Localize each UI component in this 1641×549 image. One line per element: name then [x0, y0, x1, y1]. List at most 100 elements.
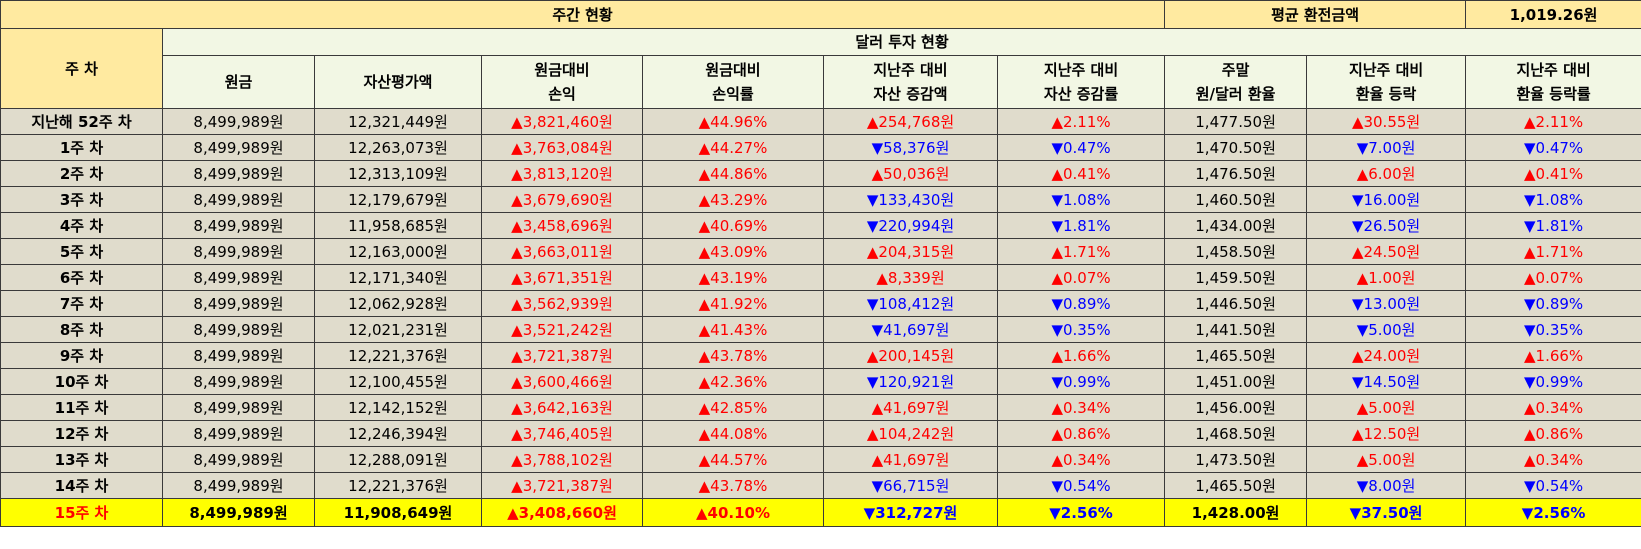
column-header-fx-chg-rate: 지난주 대비 환율 등락률 — [1465, 55, 1641, 109]
asset-change-rate-cell: ▼0.99% — [996, 368, 1166, 395]
exchange-rate-cell: 1,456.00원 — [1164, 394, 1308, 421]
profit-loss-rate-cell: ▲40.10% — [642, 498, 824, 527]
column-header-asset-chg-rate: 지난주 대비 자산 증감률 — [996, 55, 1166, 109]
profit-loss-cell: ▲3,813,120원 — [481, 160, 643, 187]
profit-loss-cell: ▲3,679,690원 — [481, 186, 643, 213]
column-header-asset: 자산평가액 — [314, 55, 482, 109]
exchange-rate-change-cell: ▼13.00원 — [1306, 290, 1467, 317]
profit-loss-cell: ▲3,671,351원 — [481, 264, 643, 291]
asset-change-rate-cell: ▼1.81% — [996, 212, 1166, 239]
column-header-line: 원금대비 — [534, 61, 590, 79]
profit-loss-cell: ▲3,788,102원 — [481, 446, 643, 473]
profit-loss-cell: ▲3,521,242원 — [481, 316, 643, 343]
exchange-rate-change-rate-cell: ▼1.81% — [1465, 212, 1641, 239]
exchange-rate-change-rate-cell: ▲1.71% — [1465, 238, 1641, 265]
asset-value-cell: 12,221,376원 — [314, 342, 482, 369]
column-header-line: 손익 — [548, 85, 576, 103]
principal-cell: 8,499,989원 — [162, 186, 315, 213]
asset-change-cell: ▼58,376원 — [823, 134, 998, 161]
principal-cell: 8,499,989원 — [162, 290, 315, 317]
asset-change-rate-cell: ▼0.35% — [996, 316, 1166, 343]
exchange-rate-cell: 1,465.50원 — [1164, 472, 1308, 499]
profit-loss-rate-cell: ▲42.36% — [642, 368, 824, 395]
asset-change-rate-cell: ▼0.47% — [996, 134, 1166, 161]
exchange-rate-change-cell: ▲6.00원 — [1306, 160, 1467, 187]
principal-cell: 8,499,989원 — [162, 394, 315, 421]
table-row: 9주 차 8,499,989원 12,221,376원 ▲3,721,387원 ▲43.… — [0, 342, 1641, 369]
exchange-rate-cell: 1,465.50원 — [1164, 342, 1308, 369]
principal-cell: 8,499,989원 — [162, 420, 315, 447]
exchange-rate-change-cell: ▲5.00원 — [1306, 446, 1467, 473]
week-cell: 3주 차 — [0, 186, 163, 213]
principal-cell: 8,499,989원 — [162, 342, 315, 369]
asset-change-rate-cell: ▲1.66% — [996, 342, 1166, 369]
exchange-rate-change-rate-cell: ▲1.66% — [1465, 342, 1641, 369]
profit-loss-cell: ▲3,408,660원 — [481, 498, 643, 527]
asset-value-cell: 12,288,091원 — [314, 446, 482, 473]
table-row-current-week: 15주 차 8,499,989원 11,908,649원 ▲3,408,660원 ▲40… — [0, 498, 1641, 527]
asset-change-cell: ▲200,145원 — [823, 342, 998, 369]
table-row: 3주 차 8,499,989원 12,179,679원 ▲3,679,690원 ▲43.… — [0, 186, 1641, 213]
week-cell: 13주 차 — [0, 446, 163, 473]
exchange-rate-cell: 1,458.50원 — [1164, 238, 1308, 265]
asset-change-cell: ▲104,242원 — [823, 420, 998, 447]
profit-loss-rate-cell: ▲42.85% — [642, 394, 824, 421]
table-row: 4주 차 8,499,989원 11,958,685원 ▲3,458,696원 ▲40.… — [0, 212, 1641, 239]
table-row: 7주 차 8,499,989원 12,062,928원 ▲3,562,939원 ▲41.… — [0, 290, 1641, 317]
exchange-rate-cell: 1,460.50원 — [1164, 186, 1308, 213]
week-cell: 12주 차 — [0, 420, 163, 447]
exchange-rate-change-rate-cell: ▲0.07% — [1465, 264, 1641, 291]
table-row: 10주 차 8,499,989원 12,100,455원 ▲3,600,466원 ▲42… — [0, 368, 1641, 395]
week-cell: 8주 차 — [0, 316, 163, 343]
week-cell: 15주 차 — [0, 498, 163, 527]
asset-change-cell: ▼66,715원 — [823, 472, 998, 499]
profit-loss-rate-cell: ▲44.96% — [642, 108, 824, 135]
exchange-rate-change-cell: ▼14.50원 — [1306, 368, 1467, 395]
exchange-rate-change-cell: ▲24.00원 — [1306, 342, 1467, 369]
column-header-fx-chg: 지난주 대비 환율 등락 — [1306, 55, 1467, 109]
asset-value-cell: 12,246,394원 — [314, 420, 482, 447]
column-header-line: 손익률 — [712, 85, 754, 103]
profit-loss-rate-cell: ▲44.57% — [642, 446, 824, 473]
profit-loss-rate-cell: ▲43.09% — [642, 238, 824, 265]
profit-loss-rate-cell: ▲43.78% — [642, 342, 824, 369]
week-cell: 9주 차 — [0, 342, 163, 369]
weekly-dollar-investment-table: 주간 현황 평균 환전금액 1,019.26원 주 차 달러 투자 현황 원금 자… — [0, 0, 1641, 527]
asset-change-cell: ▲254,768원 — [823, 108, 998, 135]
avg-exchange-value: 1,019.26원 — [1465, 0, 1641, 29]
asset-value-cell: 12,142,152원 — [314, 394, 482, 421]
exchange-rate-cell: 1,470.50원 — [1164, 134, 1308, 161]
column-header-asset-chg: 지난주 대비 자산 증감액 — [823, 55, 998, 109]
principal-cell: 8,499,989원 — [162, 472, 315, 499]
week-cell: 2주 차 — [0, 160, 163, 187]
profit-loss-cell: ▲3,763,084원 — [481, 134, 643, 161]
table-row: 13주 차 8,499,989원 12,288,091원 ▲3,788,102원 ▲44… — [0, 446, 1641, 473]
exchange-rate-cell: 1,468.50원 — [1164, 420, 1308, 447]
asset-change-rate-cell: ▲0.86% — [996, 420, 1166, 447]
asset-change-cell: ▲8,339원 — [823, 264, 998, 291]
column-header-line: 주말 — [1221, 61, 1250, 79]
asset-value-cell: 12,062,928원 — [314, 290, 482, 317]
principal-cell: 8,499,989원 — [162, 498, 315, 527]
week-cell: 7주 차 — [0, 290, 163, 317]
exchange-rate-change-cell: ▼5.00원 — [1306, 316, 1467, 343]
exchange-rate-cell: 1,477.50원 — [1164, 108, 1308, 135]
exchange-rate-change-cell: ▼26.50원 — [1306, 212, 1467, 239]
asset-value-cell: 12,021,231원 — [314, 316, 482, 343]
column-header-principal: 원금 — [162, 55, 315, 109]
asset-change-cell: ▼41,697원 — [823, 316, 998, 343]
exchange-rate-change-rate-cell: ▲0.34% — [1465, 394, 1641, 421]
table-header: 주간 현황 평균 환전금액 1,019.26원 주 차 달러 투자 현황 원금 자… — [0, 0, 1641, 109]
profit-loss-cell: ▲3,458,696원 — [481, 212, 643, 239]
table-row: 지난해 52주 차 8,499,989원 12,321,449원 ▲3,821,460… — [0, 108, 1641, 135]
column-header-line: 원금 — [224, 73, 253, 91]
exchange-rate-change-cell: ▲12.50원 — [1306, 420, 1467, 447]
asset-change-rate-cell: ▲0.34% — [996, 394, 1166, 421]
exchange-rate-change-cell: ▼37.50원 — [1306, 498, 1467, 527]
column-header-line: 환율 등락률 — [1516, 85, 1591, 103]
exchange-rate-change-cell: ▲1.00원 — [1306, 264, 1467, 291]
asset-change-rate-cell: ▲2.11% — [996, 108, 1166, 135]
table-row: 5주 차 8,499,989원 12,163,000원 ▲3,663,011원 ▲43.… — [0, 238, 1641, 265]
exchange-rate-cell: 1,446.50원 — [1164, 290, 1308, 317]
asset-value-cell: 11,908,649원 — [314, 498, 482, 527]
